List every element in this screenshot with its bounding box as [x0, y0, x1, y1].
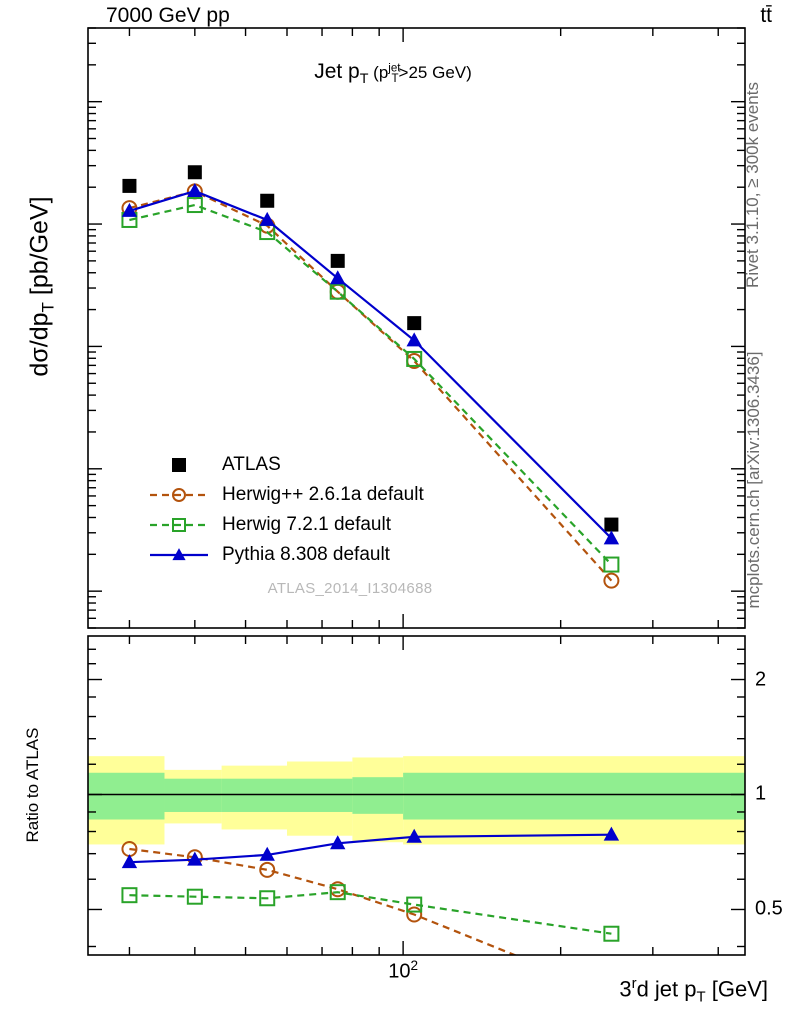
- legend-marker: [172, 458, 186, 472]
- data-point-marker: [172, 548, 186, 561]
- legend-marker: [172, 488, 186, 502]
- plot-title-paren-sup: jet: [388, 62, 401, 75]
- legend-label: Pythia 8.308 default: [222, 544, 390, 565]
- data-point-marker: [330, 835, 346, 850]
- series-line: [129, 190, 613, 582]
- data-point-marker: [259, 861, 276, 878]
- ratio-panel-frame: [87, 635, 746, 956]
- data-point-marker: [330, 270, 346, 285]
- data-point-marker: [121, 887, 138, 904]
- series-line: [129, 847, 518, 955]
- main-panel-frame: [87, 27, 746, 629]
- ratio-y-tick-label-right: 2: [755, 668, 767, 691]
- legend-key: [148, 543, 210, 567]
- ratio-band-inner: [403, 772, 745, 820]
- x-axis-label-sub: T: [696, 988, 706, 1006]
- header-left-label: 7000 GeV pp: [106, 4, 230, 27]
- data-point-marker: [259, 890, 276, 907]
- data-point-marker: [407, 316, 422, 331]
- plot-title-lead-sub: T: [359, 71, 369, 88]
- series-herwig: [121, 183, 620, 589]
- series-line: [129, 891, 612, 935]
- x-axis-label: 3rd jet pT [GeV]: [619, 975, 768, 1006]
- x-tick-labels: 102: [0, 950, 786, 990]
- data-point-marker: [187, 183, 203, 198]
- ratio-band-inner: [164, 778, 222, 812]
- data-point-marker: [259, 846, 275, 861]
- data-point-marker: [172, 488, 186, 502]
- data-point-marker: [406, 896, 423, 913]
- x-axis-label-c: [GeV]: [705, 976, 768, 1002]
- legend-marker: [172, 518, 186, 532]
- legend-key: [148, 483, 210, 507]
- legend-key: [148, 513, 210, 537]
- data-point-marker: [603, 556, 620, 573]
- ratio-band-inner: [221, 778, 287, 812]
- data-point-marker: [187, 851, 203, 866]
- x-axis-label-a: 3: [619, 976, 632, 1002]
- data-point-marker: [172, 518, 186, 532]
- ratio-y-tick-label-right: 0.5: [755, 897, 783, 920]
- series-pythia: [121, 183, 620, 545]
- data-point-marker: [406, 332, 422, 347]
- x-axis-label-b: d jet p: [636, 976, 697, 1002]
- data-point-marker: [406, 350, 423, 367]
- data-point-marker: [329, 283, 346, 300]
- plot-title-paren-rest: >25 GeV): [398, 63, 472, 82]
- data-point-marker: [603, 826, 620, 841]
- legend-label: ATLAS: [222, 454, 281, 475]
- legend-label: Herwig++ 2.6.1a default: [222, 484, 424, 505]
- header-right-label: tt̄: [760, 4, 772, 27]
- legend-label: Herwig 7.2.1 default: [222, 514, 391, 535]
- legend: ATLAS Herwig++ 2.6.1a default Herwig 7.2.1…: [148, 450, 424, 570]
- ratio-band-inner: [88, 772, 165, 820]
- series-herwig: [121, 197, 620, 573]
- legend-key: [148, 453, 210, 477]
- data-point-marker: [259, 211, 275, 226]
- legend-entry[interactable]: Herwig 7.2.1 default: [148, 510, 424, 540]
- data-point-marker: [604, 517, 619, 532]
- series-pythia: [121, 826, 620, 869]
- data-point-marker: [603, 572, 620, 589]
- analysis-watermark: ATLAS_2014_I1304688: [267, 580, 433, 597]
- plot-title-paren-sub: T: [391, 73, 399, 86]
- data-point-marker: [186, 888, 203, 905]
- legend-entry[interactable]: Herwig++ 2.6.1a default: [148, 480, 424, 510]
- data-point-marker: [172, 458, 186, 472]
- data-point-marker: [406, 906, 423, 923]
- data-point-marker: [186, 197, 203, 214]
- data-point-marker: [603, 530, 620, 545]
- ratio-band-inner: [352, 777, 404, 814]
- series-herwig: [121, 884, 620, 942]
- data-point-marker: [121, 854, 138, 869]
- legend-marker: [172, 548, 186, 561]
- data-point-marker: [406, 828, 422, 843]
- legend-entry[interactable]: Pythia 8.308 default: [148, 540, 424, 570]
- data-point-marker: [187, 165, 202, 180]
- legend-entry[interactable]: ATLAS: [148, 450, 424, 480]
- plot-title: Jet pT (pjetT>25 GeV): [0, 60, 786, 87]
- ratio-y-tick-label-right: 1: [755, 782, 767, 805]
- series-line: [129, 203, 613, 566]
- plot-title-paren-open: (p: [368, 63, 389, 82]
- ratio-band-inner: [286, 778, 353, 812]
- data-point-marker: [329, 884, 346, 901]
- series-atlas: [122, 165, 619, 532]
- data-point-marker: [260, 193, 275, 208]
- series-line: [129, 833, 612, 864]
- data-point-marker: [603, 925, 620, 942]
- data-point-marker: [121, 202, 138, 217]
- plot-title-lead: Jet p: [314, 60, 360, 83]
- series-line: [129, 189, 613, 540]
- x-tick-label: 102: [388, 958, 419, 983]
- data-point-marker: [122, 178, 137, 193]
- data-point-marker: [330, 253, 345, 268]
- x-axis-label-sup: r: [631, 975, 637, 992]
